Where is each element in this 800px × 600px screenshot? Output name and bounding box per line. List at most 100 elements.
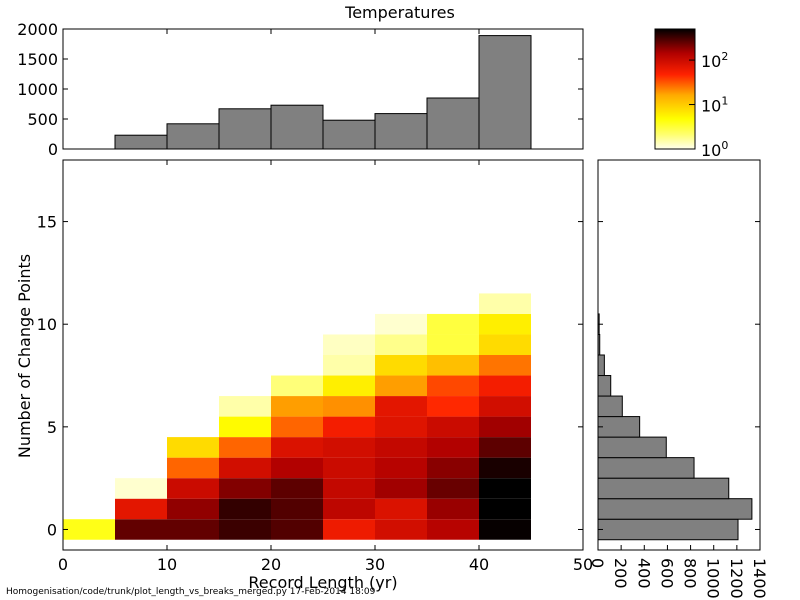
heatmap-cell [427, 375, 479, 397]
right-x-tick-label: 1000 [704, 558, 723, 599]
heatmap-cell [167, 519, 219, 540]
heatmap-cell [167, 498, 219, 520]
heatmap-cell [323, 334, 375, 355]
heatmap-cell [427, 498, 479, 520]
heatmap-cell [271, 375, 323, 397]
heatmap-cell [271, 457, 323, 479]
right-x-tick-label: 800 [681, 558, 700, 589]
heatmap-cell [167, 437, 219, 458]
heatmap-cell [271, 396, 323, 417]
heatmap-cell [271, 478, 323, 499]
heatmap-cell [271, 416, 323, 438]
heatmap-x-tick-label: 40 [469, 555, 489, 574]
heatmap-y-tick-label: 15 [37, 213, 57, 232]
heatmap-cell [271, 437, 323, 458]
heatmap-cell [427, 334, 479, 355]
heatmap-cell [479, 355, 531, 376]
top-histogram-bar [114, 134, 168, 150]
top-histogram-bars [114, 35, 532, 150]
right-histogram-frame [597, 159, 761, 551]
colorbar-ticks: 100 101 102 [689, 50, 728, 160]
colorbar-gradient [654, 28, 696, 150]
heatmap-cell [375, 375, 427, 397]
heatmap-cell [219, 416, 271, 438]
top-histogram-bar [218, 108, 272, 150]
right-x-tick-label: 0 [588, 558, 607, 568]
heatmap-cell [323, 498, 375, 520]
heatmap-cell [375, 313, 427, 335]
heatmap-cell [479, 457, 531, 479]
right-x-tick-label: 600 [657, 558, 676, 589]
heatmap-cell [427, 313, 479, 335]
heatmap-cell [427, 519, 479, 540]
heatmap-y-ticks: 0 5 10 15 [37, 213, 583, 539]
heatmap-x-tick-label: 20 [261, 555, 281, 574]
top-histogram-bar [426, 97, 480, 150]
right-histogram-bar [597, 457, 695, 479]
heatmap-cell [167, 457, 219, 479]
right-x-tick-label: 1400 [750, 558, 769, 599]
top-histogram-bar [322, 119, 376, 150]
heatmap-cell [323, 457, 375, 479]
top-histogram-bar [166, 123, 220, 150]
top-histogram-y-ticks: 0 500 1000 1500 2000 [17, 20, 584, 159]
top-histogram-bar [270, 104, 324, 150]
heatmap-cell [479, 478, 531, 499]
heatmap-cell [115, 519, 167, 540]
heatmap-cell [219, 478, 271, 499]
top-y-tick-label: 2000 [17, 20, 58, 39]
heatmap-x-ticks: 0 10 20 30 40 50 [58, 160, 593, 574]
heatmap-cell [167, 478, 219, 499]
heatmap-cell [427, 355, 479, 376]
heatmap-cell [219, 437, 271, 458]
heatmap-y-tick-label: 5 [47, 418, 57, 437]
right-histogram-bar [597, 436, 667, 459]
heatmap-cell [375, 334, 427, 355]
heatmap-cell [271, 498, 323, 520]
heatmap-cell [479, 498, 531, 520]
heatmap-cell [219, 457, 271, 479]
right-histogram-bar [597, 518, 739, 541]
heatmap-x-tick-label: 50 [573, 555, 593, 574]
heatmap-cell [271, 519, 323, 540]
heatmap-cell [115, 478, 167, 499]
heatmap-cell [219, 519, 271, 540]
heatmap-cell [375, 416, 427, 438]
footer-text: Homogenisation/code/trunk/plot_length_vs… [6, 587, 376, 597]
right-histogram-bars [597, 313, 753, 541]
right-x-tick-label: 200 [611, 558, 630, 589]
right-histogram-bar [597, 375, 612, 397]
heatmap-cell [375, 519, 427, 540]
heatmap-cell [427, 396, 479, 417]
heatmap-cell [479, 293, 531, 314]
chart-title: Temperatures [344, 3, 455, 22]
right-histogram-bar [597, 498, 753, 520]
heatmap-cell [479, 519, 531, 540]
heatmap-cell [323, 355, 375, 376]
top-histogram-bar [374, 113, 428, 150]
right-histogram-bar [597, 477, 730, 500]
heatmap-cell [323, 478, 375, 499]
heatmap-cell [479, 416, 531, 438]
heatmap-cell [115, 498, 167, 520]
heatmap-cell [479, 313, 531, 335]
heatmap-x-tick-label: 10 [157, 555, 177, 574]
right-x-tick-label: 400 [634, 558, 653, 589]
top-y-tick-label: 0 [48, 140, 58, 159]
heatmap-x-tick-label: 30 [365, 555, 385, 574]
heatmap-xlabel: Record Length (yr) [248, 573, 397, 592]
heatmap-cell [427, 416, 479, 438]
heatmap-cell [323, 396, 375, 417]
heatmap-cell [427, 437, 479, 458]
heatmap-cell [479, 375, 531, 397]
heatmap-cell [375, 457, 427, 479]
colorbar-tick-label: 101 [701, 95, 728, 116]
heatmap-ylabel: Number of Change Points [15, 254, 34, 458]
heatmap-y-tick-label: 0 [47, 520, 57, 539]
heatmap-frame [62, 159, 584, 551]
heatmap-cell [323, 437, 375, 458]
right-histogram-bar [597, 416, 641, 438]
heatmap-cell [375, 478, 427, 499]
heatmap-cell [323, 375, 375, 397]
